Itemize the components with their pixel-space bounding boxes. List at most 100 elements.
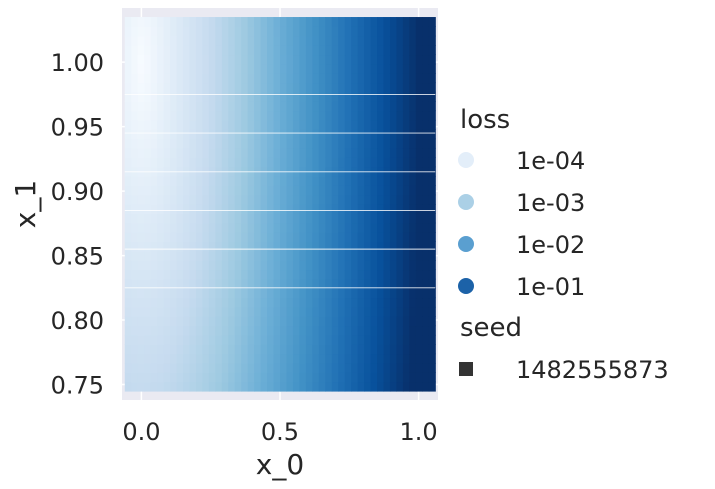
- heatmap-cell-1821: [415, 35, 423, 46]
- heatmap-cell-363: [299, 316, 307, 327]
- heatmap-cell-1625: [389, 73, 398, 84]
- heatmap-cell-1291: [402, 138, 410, 149]
- heatmap-cell-390: [163, 306, 171, 317]
- heatmap-cell-1621: [364, 73, 372, 84]
- heatmap-cell-1226: [292, 147, 301, 158]
- heatmap-cell-226: [344, 344, 352, 355]
- heatmap-cell-1046: [370, 185, 378, 196]
- heatmap-cell-893: [312, 213, 320, 224]
- heatmap-cell-714: [396, 250, 404, 261]
- heatmap-cell-691: [247, 250, 255, 261]
- heatmap-cell-152: [176, 353, 184, 364]
- heatmap-cell-806: [370, 232, 378, 242]
- heatmap-cell-1094: [370, 175, 378, 186]
- heatmap-cell-951: [377, 204, 385, 214]
- heatmap-cell-778: [189, 232, 197, 242]
- heatmap-cell-1264: [228, 138, 236, 149]
- heatmap-cell-1056: [124, 175, 132, 186]
- heatmap-cell-907: [402, 213, 410, 224]
- heatmap-cell-1400: [176, 110, 184, 121]
- heatmap-cell-1659: [299, 63, 307, 74]
- heatmap-cell-871: [170, 213, 178, 224]
- heatmap-cell-594: [241, 269, 249, 280]
- heatmap-cell-810: [396, 232, 404, 242]
- heatmap-cell-111: [221, 362, 229, 373]
- heatmap-cell-669: [415, 260, 423, 271]
- heatmap-cell-1275: [299, 138, 307, 149]
- heatmap-cell-928: [228, 204, 236, 214]
- heatmap-cell-1652: [254, 63, 262, 74]
- heatmap-cell-1875: [144, 17, 152, 27]
- heatmap-cell-384: [124, 306, 132, 317]
- heatmap-cell-100: [150, 362, 158, 373]
- heatmap-cell-1704: [280, 54, 288, 65]
- heatmap-cell-146: [137, 353, 145, 364]
- heatmap-cell-1726: [422, 54, 430, 65]
- heatmap-cell-1246: [422, 147, 430, 158]
- heatmap-cell-430: [422, 306, 430, 317]
- heatmap-cell-1172: [254, 157, 262, 168]
- heatmap-cell-1814: [370, 35, 378, 46]
- heatmap-cell-91: [402, 372, 410, 383]
- heatmap-cell-1298: [137, 129, 145, 140]
- heatmap-cell-1457: [234, 101, 242, 112]
- heatmap-cell-1300: [150, 129, 158, 140]
- heatmap-cell-1278: [318, 138, 326, 149]
- heatmap-cell-1541: [157, 82, 165, 93]
- heatmap-cell-221: [312, 344, 320, 355]
- heatmap-cell-1251: [144, 138, 152, 149]
- heatmap-cell-20: [254, 381, 262, 392]
- heatmap-cell-1673: [389, 63, 398, 74]
- heatmap-cell-144: [124, 353, 132, 364]
- heatmap-cell-1723: [402, 54, 410, 65]
- heatmap-cell-1237: [364, 147, 372, 158]
- heatmap-cell-641: [234, 260, 242, 271]
- heatmap-cell-1492: [150, 91, 158, 102]
- heatmap-cell-1182: [318, 157, 326, 168]
- heatmap-cell-1791: [221, 35, 229, 46]
- heatmap-cell-1176: [280, 157, 288, 168]
- heatmap-cell-1850: [292, 26, 301, 37]
- heatmap-cell-1331: [351, 129, 359, 140]
- heatmap-cell-79: [325, 372, 333, 383]
- heatmap-cell-1388: [409, 119, 417, 130]
- heatmap-cell-1028: [254, 185, 262, 196]
- heatmap-cell-1403: [195, 110, 203, 121]
- heatmap-cell-1381: [364, 119, 372, 130]
- heatmap-cell-1653: [260, 63, 268, 74]
- heatmap-cell-1600: [228, 73, 236, 84]
- heatmap-cell-1048: [383, 185, 391, 196]
- heatmap-cell-1849: [286, 26, 294, 37]
- heatmap-cell-1013: [157, 185, 165, 196]
- heatmap-cell-1577: [389, 82, 398, 93]
- heatmap-cell-486: [163, 288, 171, 299]
- heatmap-cell-1719: [377, 54, 385, 65]
- heatmap-cell-828: [202, 222, 210, 233]
- heatmap-cell-265: [286, 334, 294, 345]
- heatmap-cell-1419: [299, 110, 307, 121]
- heatmap-cell-1779: [144, 35, 152, 46]
- heatmap-cell-487: [170, 288, 178, 299]
- heatmap-cell-495: [221, 288, 229, 299]
- heatmap-cell-615: [377, 269, 385, 280]
- heatmap-cell-1831: [170, 26, 178, 37]
- heatmap-cell-1211: [195, 147, 203, 158]
- heatmap-cell-420: [357, 306, 365, 317]
- heatmap-cell-438: [163, 297, 171, 308]
- heatmap-cell-435: [144, 297, 152, 308]
- heatmap-cell-464: [331, 297, 339, 308]
- heatmap-cell-508: [305, 288, 313, 299]
- heatmap-cell-1091: [351, 175, 359, 186]
- heatmap-cell-149: [157, 353, 165, 364]
- heatmap-cell-1508: [254, 91, 262, 102]
- heatmap-cell-1474: [344, 101, 352, 112]
- heatmap-cell-1584: [124, 73, 132, 84]
- heatmap-cell-1082: [292, 175, 301, 186]
- heatmap-cell-1252: [150, 138, 158, 149]
- heatmap-cell-1268: [254, 138, 262, 149]
- heatmap-cell-1359: [221, 119, 229, 130]
- heatmap-cell-1260: [202, 138, 210, 149]
- heatmap-cell-1617: [338, 73, 346, 84]
- heatmap-cell-1885: [208, 17, 216, 27]
- legend-marker-1e-02: [458, 236, 474, 252]
